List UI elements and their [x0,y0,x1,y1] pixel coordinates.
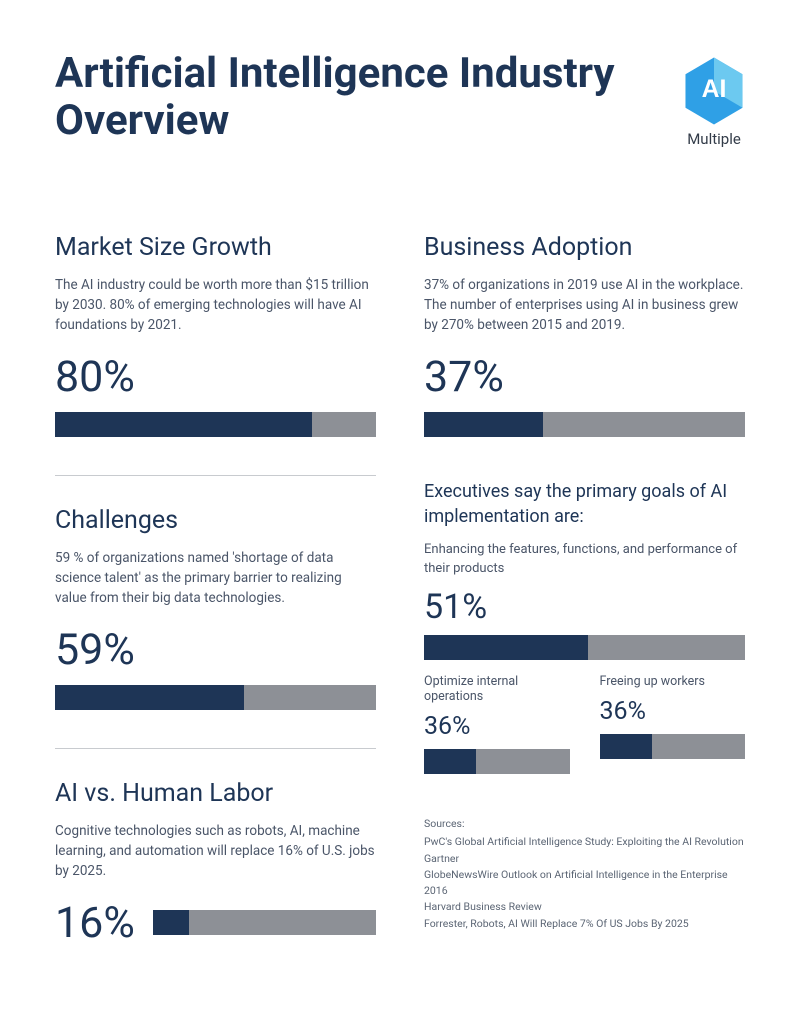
sub-goal-label: Optimize internal operations [424,674,570,704]
section-title: Executives say the primary goals of AI i… [424,479,745,529]
main-columns: Market Size Growth The AI industry could… [55,233,745,948]
source-line: PwC's Global Artificial Intelligence Stu… [424,834,745,850]
source-line: Forrester, Robots, AI Will Replace 7% Of… [424,916,745,932]
progress-bar [424,635,745,660]
progress-bar [153,910,376,935]
divider [55,475,376,476]
section-title: AI vs. Human Labor [55,779,376,808]
sub-goals-row: Optimize internal operations 36% Freeing… [424,674,745,774]
section-labor: AI vs. Human Labor Cognitive technologie… [55,779,376,948]
progress-bar [55,685,376,710]
section-title: Business Adoption [424,233,745,262]
source-line: GlobeNewsWire Outlook on Artificial Inte… [424,867,745,900]
section-challenges: Challenges 59 % of organizations named '… [55,506,376,710]
section-goals: Executives say the primary goals of AI i… [424,479,745,774]
stat-value: 80% [55,352,376,402]
section-desc: The AI industry could be worth more than… [55,276,376,336]
source-line: Harvard Business Review [424,899,745,915]
progress-bar [600,734,746,759]
stat-value: 16% [55,898,135,948]
sources-title: Sources: [424,816,745,832]
sub-goal: Freeing up workers 36% [600,674,746,774]
page-title: Artificial Intelligence Industry Overvie… [55,50,683,144]
source-line: Gartner [424,851,745,867]
progress-bar-fill [600,734,652,759]
logo-hexagon-icon: AI [683,56,745,126]
divider [55,748,376,749]
section-adoption: Business Adoption 37% of organizations i… [424,233,745,437]
section-desc: 59 % of organizations named 'shortage of… [55,549,376,609]
svg-text:AI: AI [702,76,727,103]
section-desc: Enhancing the features, functions, and p… [424,541,745,579]
stat-value: 36% [600,697,746,726]
progress-bar-fill [55,412,312,437]
section-desc: Cognitive technologies such as robots, A… [55,822,376,882]
progress-bar-fill [55,685,244,710]
sub-goal: Optimize internal operations 36% [424,674,570,774]
logo-sublabel: Multiple [687,130,741,148]
section-title: Market Size Growth [55,233,376,262]
stat-value: 36% [424,712,570,741]
progress-bar [55,412,376,437]
progress-bar-fill [424,412,543,437]
section-market-size: Market Size Growth The AI industry could… [55,233,376,437]
stat-value: 59% [55,625,376,675]
logo: AI Multiple [683,56,745,148]
progress-bar-fill [153,910,189,935]
left-column: Market Size Growth The AI industry could… [55,233,376,948]
right-column: Business Adoption 37% of organizations i… [424,233,745,948]
progress-bar-fill [424,635,588,660]
header: Artificial Intelligence Industry Overvie… [55,50,745,148]
section-title: Challenges [55,506,376,535]
stat-value: 51% [424,587,745,627]
progress-bar [424,749,570,774]
stat-value: 37% [424,352,745,402]
progress-bar [424,412,745,437]
sub-goal-label: Freeing up workers [600,674,746,689]
sources: Sources: PwC's Global Artificial Intelli… [424,816,745,932]
section-desc: 37% of organizations in 2019 use AI in t… [424,276,745,336]
progress-bar-fill [424,749,476,774]
